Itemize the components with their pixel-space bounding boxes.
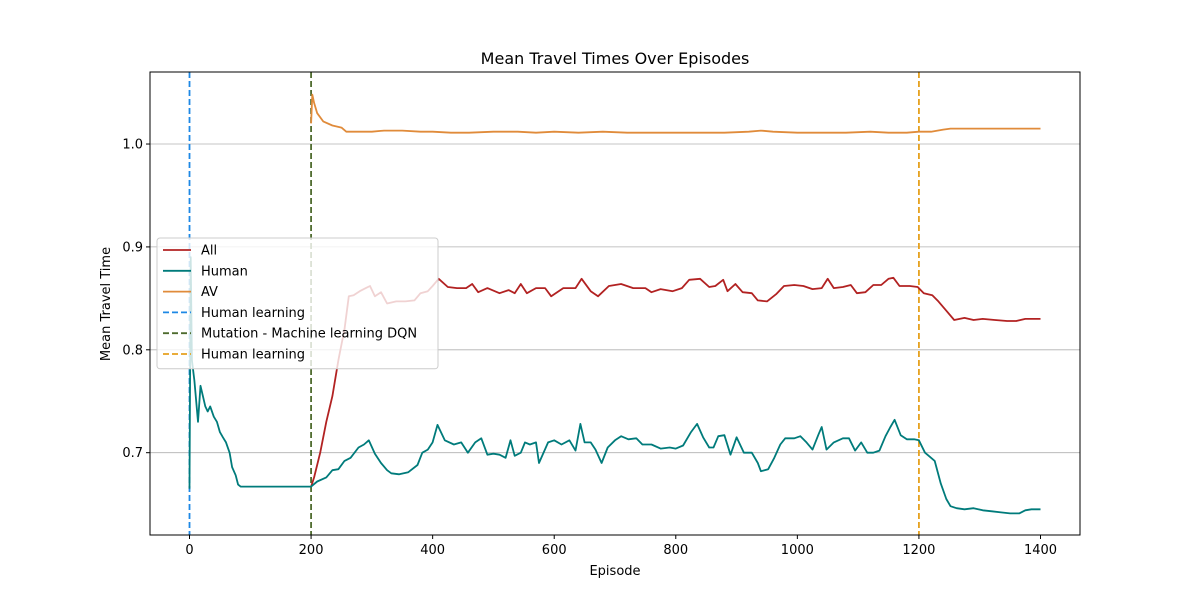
x-tick-label: 1000	[781, 543, 814, 558]
chart-title: Mean Travel Times Over Episodes	[481, 49, 750, 68]
legend-box	[156, 237, 439, 370]
y-tick-label: 0.9	[122, 240, 143, 255]
legend-label: All	[201, 244, 217, 259]
x-tick-label: 200	[299, 543, 324, 558]
legend-label: Human	[201, 264, 248, 279]
legend-label: Human learning	[201, 306, 305, 321]
x-axis-label: Episode	[589, 564, 640, 579]
legend-label: Mutation - Machine learning DQN	[201, 327, 417, 342]
series-line-human	[188, 256, 1041, 515]
x-tick-label: 600	[542, 543, 567, 558]
x-tick-label: 800	[663, 543, 688, 558]
y-tick-label: 1.0	[122, 138, 143, 153]
axis-ticks: 0.7 0.8 0.9 1.0 0 200 400 600 800 1000 1200 1400	[122, 138, 1057, 558]
legend: All Human AV Human learning Mutation - Machi…	[156, 237, 439, 370]
legend-label: Human learning	[201, 348, 305, 363]
x-tick-label: 1400	[1024, 543, 1057, 558]
y-axis-label: Mean Travel Time	[99, 247, 114, 361]
x-tick-label: 0	[185, 543, 193, 558]
series-line-av	[310, 93, 1041, 134]
y-tick-label: 0.7	[122, 446, 143, 461]
x-tick-label: 400	[420, 543, 445, 558]
x-tick-label: 1200	[902, 543, 935, 558]
reference-lines	[188, 72, 920, 535]
plot-frame	[149, 71, 1081, 536]
y-tick-label: 0.8	[122, 343, 143, 358]
legend-label: AV	[201, 285, 218, 300]
